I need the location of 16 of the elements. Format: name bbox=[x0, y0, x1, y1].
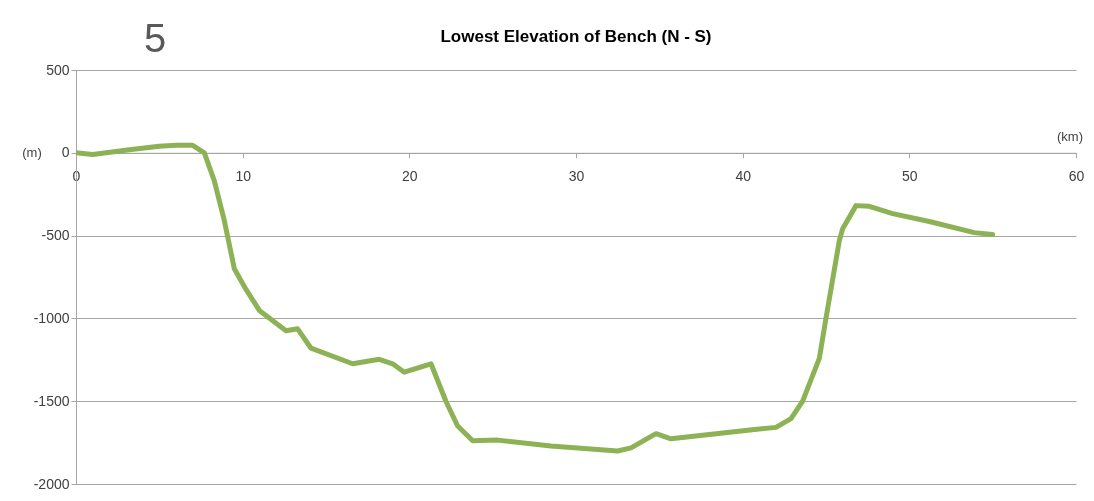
y-tick-label: -1000 bbox=[33, 309, 70, 326]
x-tick-label: 50 bbox=[902, 168, 918, 185]
annotation: (km) bbox=[1057, 128, 1083, 144]
y-tick-label: -2000 bbox=[33, 475, 70, 492]
x-tick-label: 40 bbox=[735, 168, 752, 185]
x-tick-label: 30 bbox=[568, 168, 585, 185]
x-tick-label: 60 bbox=[1068, 168, 1085, 185]
y-tick-label: 0 bbox=[61, 144, 70, 161]
y-tick-label: 500 bbox=[46, 61, 70, 78]
y-tick-label: -500 bbox=[41, 227, 70, 244]
x-tick-label: 10 bbox=[235, 168, 252, 185]
text: (m) bbox=[22, 144, 42, 160]
x-tick-label: 20 bbox=[402, 168, 418, 185]
text: 5 bbox=[143, 16, 167, 60]
chart-title: Lowest Elevation of Bench (N - S) bbox=[440, 27, 712, 46]
y-tick-label: -1500 bbox=[33, 392, 70, 409]
